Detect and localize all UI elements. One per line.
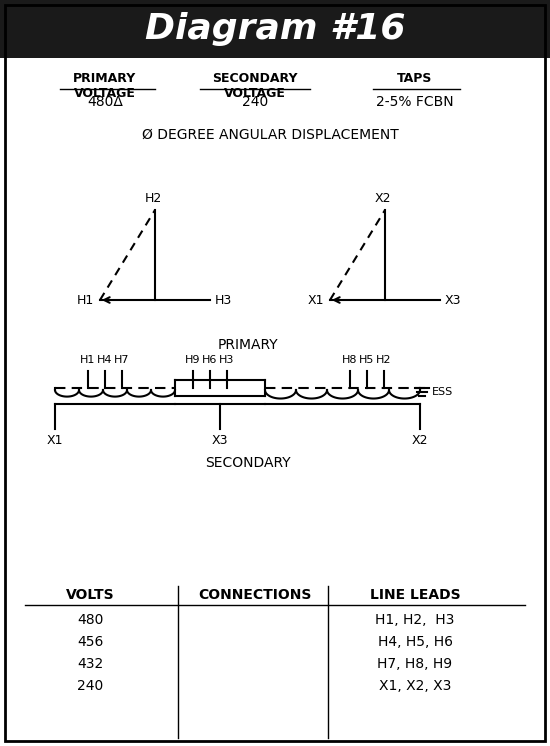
Text: H1: H1 <box>80 355 96 365</box>
Text: H1: H1 <box>77 293 94 307</box>
Text: X3: X3 <box>212 434 228 447</box>
Text: 456: 456 <box>77 635 103 649</box>
Text: X1: X1 <box>47 434 63 447</box>
Text: H5: H5 <box>359 355 375 365</box>
Text: X2: X2 <box>412 434 428 447</box>
Text: H1, H2,  H3: H1, H2, H3 <box>375 613 455 627</box>
Text: LINE LEADS: LINE LEADS <box>370 588 460 602</box>
Text: H2: H2 <box>144 192 162 205</box>
Text: H4, H5, H6: H4, H5, H6 <box>377 635 453 649</box>
Text: 240: 240 <box>242 95 268 109</box>
Text: 240: 240 <box>77 679 103 693</box>
Text: SECONDARY: SECONDARY <box>205 456 291 470</box>
Text: CONNECTIONS: CONNECTIONS <box>199 588 312 602</box>
Text: H6: H6 <box>202 355 218 365</box>
Text: H3: H3 <box>215 293 232 307</box>
Text: X1, X2, X3: X1, X2, X3 <box>379 679 451 693</box>
Text: TAPS: TAPS <box>397 72 433 85</box>
Text: H9: H9 <box>185 355 201 365</box>
Text: PRIMARY: PRIMARY <box>218 338 278 352</box>
Text: Ø DEGREE ANGULAR DISPLACEMENT: Ø DEGREE ANGULAR DISPLACEMENT <box>142 128 398 142</box>
Text: H7: H7 <box>114 355 130 365</box>
Text: 480Δ: 480Δ <box>87 95 123 109</box>
Text: H7, H8, H9: H7, H8, H9 <box>377 657 453 671</box>
Text: 2-5% FCBN: 2-5% FCBN <box>376 95 454 109</box>
Bar <box>0 0 550 58</box>
Text: X2: X2 <box>375 192 391 205</box>
Text: H3: H3 <box>219 355 235 365</box>
Text: 432: 432 <box>77 657 103 671</box>
Text: H4: H4 <box>97 355 113 365</box>
Text: PRIMARY
VOLTAGE: PRIMARY VOLTAGE <box>73 72 136 100</box>
Text: 480: 480 <box>77 613 103 627</box>
Text: X3: X3 <box>445 293 461 307</box>
Text: X1: X1 <box>307 293 324 307</box>
Text: H2: H2 <box>376 355 392 365</box>
Text: VOLTS: VOLTS <box>65 588 114 602</box>
Text: H8: H8 <box>342 355 358 365</box>
Text: Diagram #16: Diagram #16 <box>145 12 405 46</box>
Text: SECONDARY
VOLTAGE: SECONDARY VOLTAGE <box>212 72 298 100</box>
Text: ESS: ESS <box>432 387 453 397</box>
